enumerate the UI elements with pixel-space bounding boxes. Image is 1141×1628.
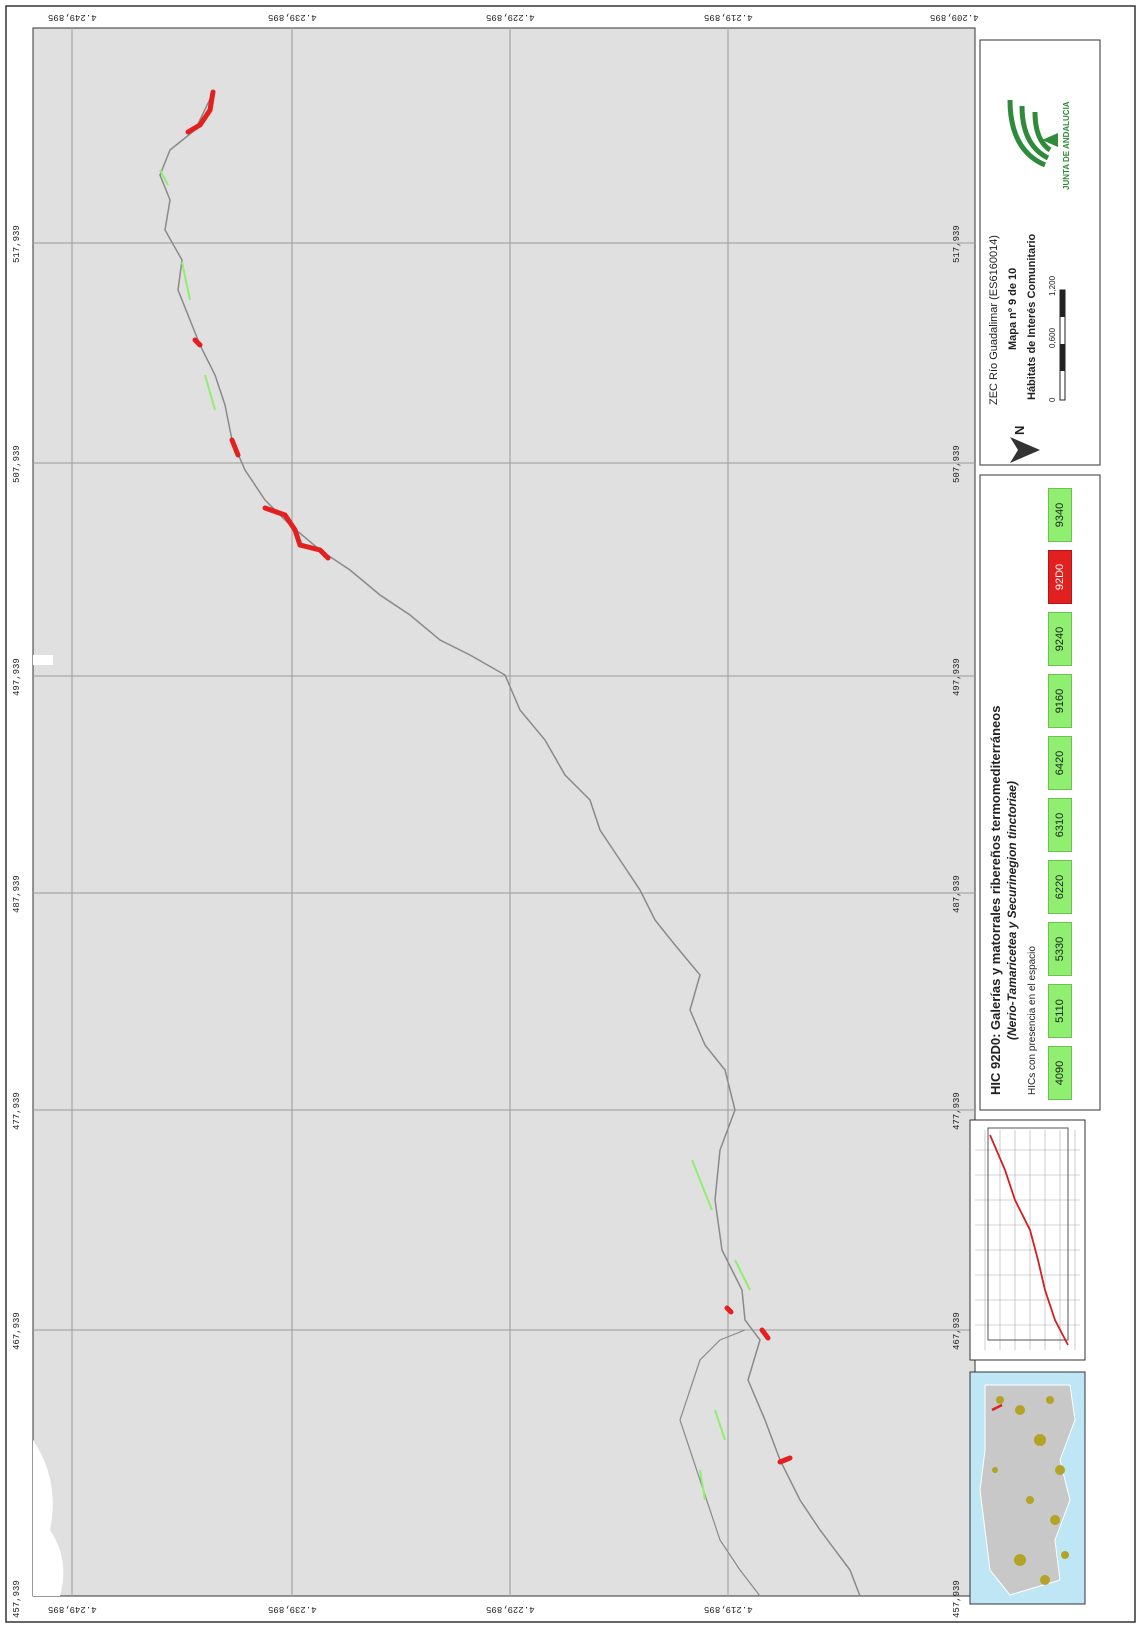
locator-grid <box>975 1130 1080 1350</box>
organization-name: JUNTA DE ANDALUCIA <box>1062 101 1071 190</box>
hic-code-4090: 4090 <box>1048 1046 1072 1100</box>
hic-code-5110: 5110 <box>1048 984 1072 1038</box>
legend-presence-label: HICs con presencia en el espacio <box>1027 946 1038 1095</box>
coord-bottom-4: 4.219,895 <box>704 1604 753 1614</box>
info-box <box>979 39 1101 466</box>
legend-title: HIC 92D0: Galerías y matorrales ribereño… <box>988 705 1003 1095</box>
zec-name: ZEC Río Guadalimar (ES6160014) <box>988 235 1000 405</box>
legend-subtitle: (Nerio-Tamaricetea y Securinegion tincto… <box>1005 781 1019 1040</box>
overview-river <box>991 1403 1003 1412</box>
coord-top-3: 4.229,895 <box>486 12 535 22</box>
scale-label-0: 0 <box>1048 397 1057 402</box>
hic-code-6420: 6420 <box>1048 736 1072 790</box>
coord-left-7: 457,939 <box>12 1580 22 1618</box>
graticule <box>33 28 975 1596</box>
coord-left-1: 517,939 <box>12 225 22 263</box>
coastline-notch <box>33 655 53 665</box>
hic-code-5330: 5330 <box>1048 922 1072 976</box>
coord-top-5: 4.209,895 <box>930 12 979 22</box>
coord-right-3: 497,939 <box>952 658 962 696</box>
map-number: Mapa nº 9 de 10 <box>1007 267 1019 350</box>
coord-top-2: 4.239,895 <box>268 12 317 22</box>
hic-92d0-segments <box>185 89 793 1465</box>
legend-box <box>979 474 1101 1111</box>
coord-top-4: 4.219,895 <box>704 12 753 22</box>
coord-right-7: 457,939 <box>952 1580 962 1618</box>
coastline-area <box>33 1440 64 1596</box>
scale-label-2: 1,200 <box>1048 275 1057 296</box>
hic-code-6310: 6310 <box>1048 798 1072 852</box>
coord-right-5: 477,939 <box>952 1092 962 1130</box>
hic-code-6220: 6220 <box>1048 860 1072 914</box>
overview-region <box>979 1384 1076 1596</box>
coord-left-5: 477,939 <box>12 1092 22 1130</box>
north-arrow-icon <box>1010 437 1040 463</box>
hic-code-9240: 9240 <box>1048 612 1072 666</box>
scale-label-1: 0,600 <box>1048 327 1057 348</box>
coord-right-6: 467,939 <box>952 1312 962 1350</box>
map-canvas[interactable] <box>32 27 976 1597</box>
coord-bottom-2: 4.239,895 <box>268 1604 317 1614</box>
organization-logo-icon <box>1007 99 1052 168</box>
coord-top-1: 4.249,895 <box>48 12 97 22</box>
coord-left-6: 467,939 <box>12 1312 22 1350</box>
hic-present-segments <box>159 169 751 1501</box>
locator-map <box>969 1119 1086 1361</box>
coord-right-4: 487,939 <box>952 875 962 913</box>
coord-bottom-3: 4.229,895 <box>486 1604 535 1614</box>
coord-right-2: 507,939 <box>952 445 962 483</box>
hic-code-9340: 9340 <box>1048 488 1072 542</box>
coord-bottom-1: 4.249,895 <box>48 1604 97 1614</box>
overview-habitats <box>992 1396 1069 1585</box>
coord-left-4: 487,939 <box>12 875 22 913</box>
locator-river <box>989 1134 1069 1346</box>
coord-left-3: 497,939 <box>12 658 22 696</box>
coord-right-1: 517,939 <box>952 225 962 263</box>
map-theme: Hábitats de Interés Comunitario <box>1026 233 1038 400</box>
coord-left-2: 507,939 <box>12 445 22 483</box>
river-branch <box>679 1329 761 1597</box>
hic-code-9160: 9160 <box>1048 674 1072 728</box>
hic-code-92d0: 92D0 <box>1048 550 1072 604</box>
river-guadalimar <box>159 94 861 1597</box>
north-label: N <box>1012 425 1027 435</box>
